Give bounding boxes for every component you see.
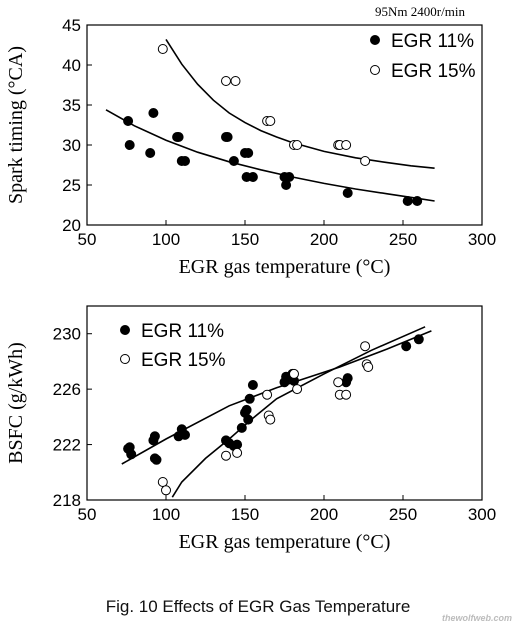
data-point-egr-11 bbox=[228, 156, 239, 166]
y-axis-label: Spark timing (°CA) bbox=[5, 46, 27, 204]
legend-label: EGR 11% bbox=[141, 321, 224, 342]
plot-frame bbox=[86, 24, 483, 226]
legend-label: EGR 15% bbox=[391, 61, 476, 82]
data-point-egr-11 bbox=[222, 132, 233, 142]
spark-timing-chart: 50 100 150 200 250 300 20 25 30 35 40 45 EGR gas tem… bbox=[5, 4, 496, 278]
data-point-egr-15 bbox=[265, 414, 276, 425]
y-tick-label: 222 bbox=[53, 436, 81, 455]
data-point-egr-11 bbox=[145, 148, 156, 158]
y-tick-label: 226 bbox=[53, 380, 81, 399]
x-tick-label: 100 bbox=[152, 230, 180, 249]
y-tick-label: 20 bbox=[62, 216, 81, 235]
data-point-egr-11 bbox=[236, 422, 247, 433]
chart-annotation: 95Nm 2400r/min bbox=[375, 4, 465, 19]
data-point-egr-11 bbox=[247, 172, 258, 182]
data-point-egr-11 bbox=[244, 393, 255, 404]
x-tick-label: 150 bbox=[231, 230, 259, 249]
data-point-egr-15 bbox=[157, 44, 168, 54]
x-axis-label: EGR gas temperature (°C) bbox=[179, 256, 391, 278]
data-point-egr-15 bbox=[232, 447, 243, 458]
legend-label: EGR 11% bbox=[391, 31, 474, 52]
data-point-egr-15 bbox=[221, 76, 231, 86]
data-point-egr-11 bbox=[247, 380, 258, 390]
y-tick-label: 45 bbox=[62, 16, 81, 35]
data-point-egr-15 bbox=[360, 341, 371, 352]
x-tick-label: 200 bbox=[310, 230, 338, 249]
legend-marker bbox=[120, 354, 130, 364]
data-point-egr-15 bbox=[341, 389, 352, 400]
x-tick-label: 100 bbox=[152, 505, 180, 524]
trend-line-egr-11 bbox=[105, 109, 435, 202]
data-point-egr-15 bbox=[221, 450, 231, 461]
legend-marker bbox=[370, 65, 380, 75]
data-point-egr-15 bbox=[333, 377, 344, 388]
x-tick-label: 50 bbox=[78, 230, 97, 249]
x-tick-label: 150 bbox=[231, 505, 259, 524]
data-point-egr-11 bbox=[243, 414, 254, 425]
data-point-egr-15 bbox=[341, 140, 352, 150]
data-point-egr-11 bbox=[241, 404, 252, 415]
data-point-egr-11 bbox=[342, 373, 353, 384]
trend-line-egr-15 bbox=[165, 38, 435, 169]
x-axis-label: EGR gas temperature (°C) bbox=[179, 531, 391, 553]
data-point-egr-11 bbox=[180, 156, 190, 166]
data-point-egr-15 bbox=[265, 116, 276, 126]
trend-line-egr-11 bbox=[121, 330, 432, 465]
legend-marker bbox=[370, 35, 380, 45]
figure-caption: Fig. 10 Effects of EGR Gas Temperature bbox=[106, 597, 411, 616]
y-tick-label: 35 bbox=[62, 96, 81, 115]
data-point-egr-11 bbox=[402, 196, 413, 206]
y-tick-label: 218 bbox=[53, 491, 81, 510]
y-tick-label: 230 bbox=[53, 325, 81, 344]
x-tick-label: 300 bbox=[468, 505, 496, 524]
x-tick-label: 250 bbox=[389, 230, 417, 249]
x-tick-label: 50 bbox=[78, 505, 97, 524]
y-tick-label: 30 bbox=[62, 136, 81, 155]
data-point-egr-11 bbox=[124, 140, 135, 150]
data-point-egr-11 bbox=[148, 108, 159, 118]
data-point-egr-11 bbox=[232, 439, 243, 450]
y-tick-label: 40 bbox=[62, 56, 81, 75]
data-point-egr-11 bbox=[180, 429, 190, 440]
data-point-egr-15 bbox=[262, 389, 273, 400]
plot-frame bbox=[86, 305, 483, 501]
data-point-egr-11 bbox=[123, 116, 134, 126]
legend-marker bbox=[120, 325, 130, 335]
data-point-egr-11 bbox=[243, 148, 254, 158]
data-point-egr-15 bbox=[292, 384, 303, 395]
x-tick-label: 300 bbox=[468, 230, 496, 249]
data-point-egr-11 bbox=[126, 449, 137, 460]
legend-label: EGR 15% bbox=[141, 350, 226, 371]
x-tick-label: 200 bbox=[310, 505, 338, 524]
x-tick-label: 250 bbox=[389, 505, 417, 524]
data-point-egr-11 bbox=[401, 341, 412, 352]
y-axis-label: BSFC (g/kWh) bbox=[5, 342, 27, 464]
data-point-egr-15 bbox=[157, 477, 168, 487]
data-point-egr-11 bbox=[412, 196, 423, 206]
data-point-egr-15 bbox=[230, 76, 241, 86]
data-point-egr-15 bbox=[292, 140, 303, 150]
data-point-egr-11 bbox=[284, 172, 295, 182]
data-point-egr-11 bbox=[413, 334, 424, 345]
bsfc-chart: 50 100 150 200 250 300 218 222 226 230 EGR gas tem… bbox=[5, 305, 496, 553]
data-point-egr-11 bbox=[173, 132, 184, 142]
data-point-egr-11 bbox=[149, 431, 160, 442]
data-point-egr-11 bbox=[342, 188, 353, 198]
watermark: thewolfweb.com bbox=[442, 613, 512, 623]
data-point-egr-15 bbox=[363, 362, 374, 372]
data-point-egr-11 bbox=[151, 454, 162, 465]
data-point-egr-15 bbox=[360, 156, 371, 166]
data-point-egr-15 bbox=[161, 485, 171, 496]
data-point-egr-15 bbox=[289, 368, 299, 379]
y-tick-label: 25 bbox=[62, 176, 81, 195]
